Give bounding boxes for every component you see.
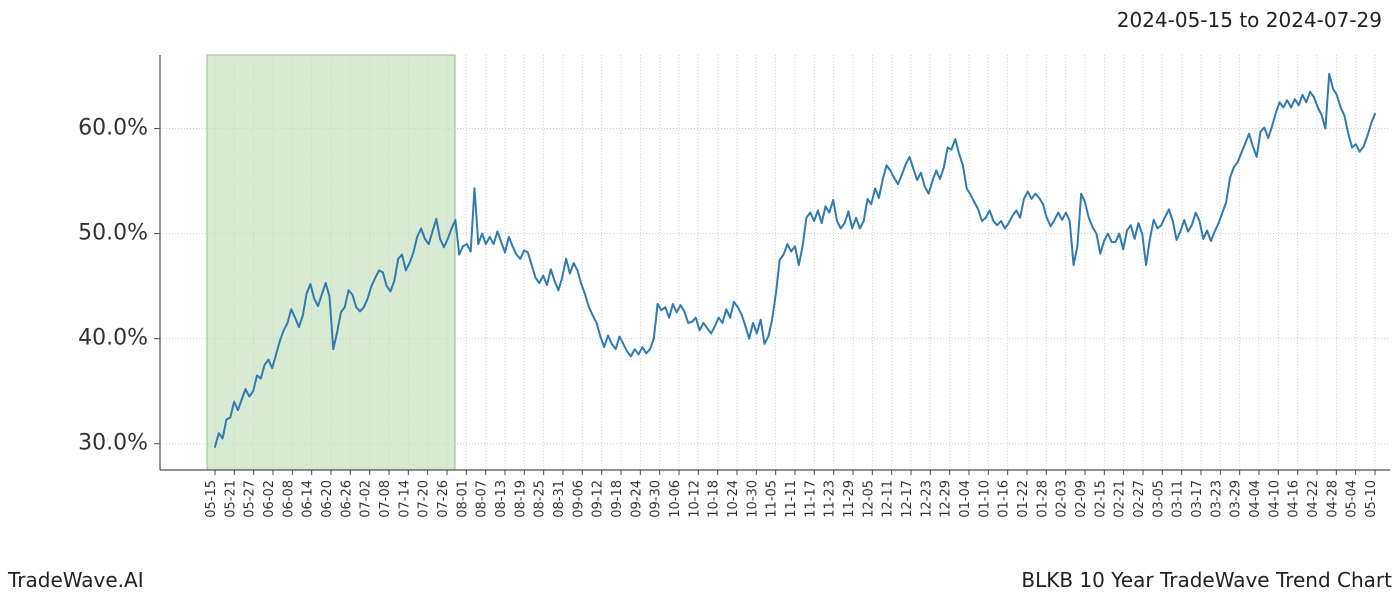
svg-text:11-23: 11-23	[823, 480, 838, 518]
svg-text:10-30: 10-30	[745, 480, 760, 518]
svg-text:11-05: 11-05	[765, 480, 780, 518]
chart-title: BLKB 10 Year TradeWave Trend Chart	[1021, 568, 1392, 592]
svg-text:06-14: 06-14	[301, 480, 316, 518]
svg-text:05-21: 05-21	[223, 480, 238, 518]
svg-text:03-05: 03-05	[1151, 480, 1166, 518]
svg-text:40.0%: 40.0%	[78, 326, 148, 351]
svg-text:02-21: 02-21	[1113, 480, 1128, 518]
svg-text:05-15: 05-15	[204, 480, 219, 518]
svg-text:07-14: 07-14	[397, 480, 412, 518]
svg-text:01-04: 01-04	[958, 480, 973, 518]
svg-text:12-17: 12-17	[900, 480, 915, 518]
svg-text:01-10: 01-10	[977, 480, 992, 518]
svg-text:02-27: 02-27	[1132, 480, 1147, 518]
svg-text:04-28: 04-28	[1325, 480, 1340, 518]
svg-text:60.0%: 60.0%	[78, 116, 148, 141]
svg-text:12-29: 12-29	[939, 480, 954, 518]
svg-text:03-11: 03-11	[1171, 480, 1186, 518]
svg-text:07-02: 07-02	[359, 480, 374, 518]
svg-text:01-28: 01-28	[1035, 480, 1050, 518]
svg-text:07-20: 07-20	[417, 480, 432, 518]
svg-text:10-24: 10-24	[726, 480, 741, 518]
svg-text:30.0%: 30.0%	[78, 431, 148, 456]
svg-text:12-05: 12-05	[861, 480, 876, 518]
svg-text:04-22: 04-22	[1306, 480, 1321, 518]
svg-text:07-26: 07-26	[436, 480, 451, 518]
svg-text:04-10: 04-10	[1267, 480, 1282, 518]
svg-text:01-22: 01-22	[1016, 480, 1031, 518]
svg-text:06-26: 06-26	[339, 480, 354, 518]
svg-text:11-11: 11-11	[784, 480, 799, 518]
svg-text:09-06: 09-06	[571, 480, 586, 518]
svg-text:08-07: 08-07	[475, 480, 490, 518]
svg-text:09-30: 09-30	[649, 480, 664, 518]
svg-text:04-04: 04-04	[1248, 480, 1263, 518]
svg-text:01-16: 01-16	[997, 480, 1012, 518]
svg-text:06-20: 06-20	[320, 480, 335, 518]
brand-label: TradeWave.AI	[8, 568, 144, 592]
svg-text:50.0%: 50.0%	[78, 221, 148, 246]
svg-text:09-18: 09-18	[610, 480, 625, 518]
trend-chart: 30.0% 40.0% 50.0% 60.0% 05-15 05-21 05-27 06-02…	[0, 0, 1400, 600]
svg-text:08-19: 08-19	[513, 480, 528, 518]
svg-text:10-12: 10-12	[687, 480, 702, 518]
svg-text:10-06: 10-06	[668, 480, 683, 518]
svg-text:02-15: 02-15	[1093, 480, 1108, 518]
svg-text:08-01: 08-01	[455, 480, 470, 518]
svg-text:05-04: 05-04	[1345, 480, 1360, 518]
svg-text:03-17: 03-17	[1190, 480, 1205, 518]
svg-text:03-29: 03-29	[1229, 480, 1244, 518]
svg-text:06-02: 06-02	[262, 480, 277, 518]
svg-text:07-08: 07-08	[378, 480, 393, 518]
svg-text:05-10: 05-10	[1364, 480, 1379, 518]
svg-text:08-31: 08-31	[552, 480, 567, 518]
svg-text:11-29: 11-29	[842, 480, 857, 518]
svg-text:11-17: 11-17	[803, 480, 818, 518]
svg-text:04-16: 04-16	[1287, 480, 1302, 518]
svg-text:02-03: 02-03	[1055, 480, 1070, 518]
svg-text:08-25: 08-25	[533, 480, 548, 518]
svg-text:05-27: 05-27	[243, 480, 258, 518]
svg-text:12-23: 12-23	[919, 480, 934, 518]
svg-text:06-08: 06-08	[281, 480, 296, 518]
svg-text:10-18: 10-18	[707, 480, 722, 518]
svg-text:02-09: 02-09	[1074, 480, 1089, 518]
svg-text:08-13: 08-13	[494, 480, 509, 518]
svg-text:09-24: 09-24	[629, 480, 644, 518]
svg-text:12-11: 12-11	[881, 480, 896, 518]
svg-text:09-12: 09-12	[591, 480, 606, 518]
svg-text:03-23: 03-23	[1209, 480, 1224, 518]
chart-container: 2024-05-15 to 2024-07-29 30.0%40.0%50.0%…	[0, 0, 1400, 600]
